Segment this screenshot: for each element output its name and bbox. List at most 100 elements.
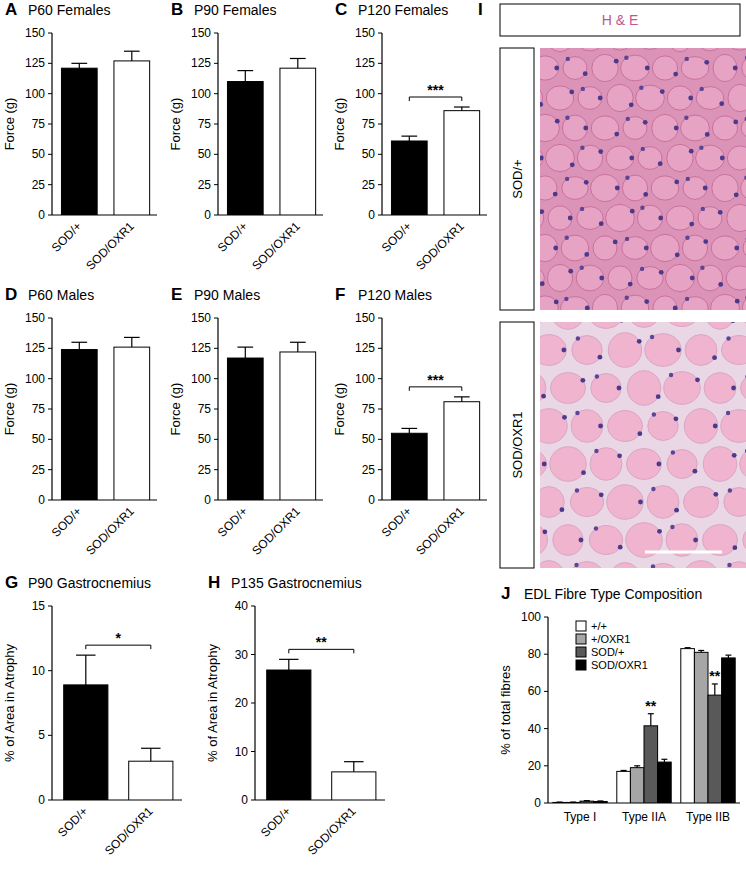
fibre (727, 146, 746, 170)
nucleus (659, 270, 664, 275)
nucleus (695, 377, 700, 382)
nucleus (575, 411, 579, 415)
chart-panel: GP90 Gastrocnemius% of Area in Atrophy05… (2, 573, 182, 858)
fibre (666, 264, 695, 291)
fibre (540, 524, 547, 557)
panel-label: D (5, 285, 17, 304)
nucleus (726, 411, 730, 415)
scale-bar (645, 551, 722, 554)
nucleus (674, 416, 679, 421)
y-tick-label: 125 (355, 341, 375, 355)
fibre (621, 295, 649, 310)
y-tick-label: 25 (198, 178, 212, 192)
error-cap (584, 800, 590, 801)
y-axis-label: Force (g) (2, 383, 17, 436)
y-tick (378, 154, 382, 155)
nucleus (599, 221, 604, 226)
fibre (667, 450, 697, 479)
legend-swatch (576, 660, 586, 670)
error-bar (714, 684, 715, 695)
fibre (646, 564, 679, 568)
y-tick (378, 500, 382, 501)
y-tick (48, 670, 52, 671)
fibre (628, 322, 660, 327)
nucleus (669, 373, 673, 377)
fibre (712, 116, 737, 140)
y-tick-label: 80 (528, 647, 542, 661)
y-tick-label: 20 (235, 696, 249, 710)
y-tick (48, 215, 52, 216)
fibre (705, 322, 735, 329)
nucleus (703, 239, 708, 244)
nucleus (598, 149, 603, 154)
fibre (742, 295, 746, 310)
nucleus (575, 488, 579, 492)
significance-label: *** (427, 372, 444, 388)
x-tick-label: SOD/+ (379, 219, 415, 255)
nucleus (735, 299, 740, 304)
bar (114, 61, 150, 215)
nucleus (562, 415, 567, 420)
fibre (683, 177, 707, 200)
fibre (540, 147, 543, 170)
y-tick (48, 469, 52, 470)
y-tick (378, 469, 382, 470)
bar (280, 68, 316, 215)
y-axis-label: % of total fibres (498, 665, 513, 755)
bar (391, 141, 427, 215)
bar (267, 670, 311, 800)
nucleus (594, 526, 598, 530)
fibre (621, 55, 650, 81)
y-tick-label: 125 (355, 56, 375, 70)
y-tick-label: 75 (32, 117, 46, 131)
row-label-box (500, 322, 534, 568)
y-tick-label: 50 (362, 432, 376, 446)
marks (227, 58, 315, 215)
nucleus (651, 487, 655, 491)
fibre (546, 86, 574, 110)
y-tick-label: 0 (38, 493, 45, 507)
nucleus (641, 147, 645, 151)
x-tick-label: SOD/OXR1 (102, 804, 156, 858)
fibre (722, 336, 746, 365)
fibre (561, 297, 590, 310)
x-tick-label: SOD/OXR1 (249, 219, 303, 273)
fibre (651, 176, 679, 200)
y-tick (544, 765, 548, 766)
error-bar (150, 748, 151, 761)
chart-panel: BP90 FemalesForce (g)0255075100125150SOD… (168, 0, 323, 273)
tissue-background (540, 48, 746, 310)
fibre (540, 234, 558, 261)
fibre (645, 334, 681, 367)
error-cap (698, 650, 704, 651)
fibre (653, 296, 677, 310)
error-cap (290, 342, 306, 343)
chart-title: P120 Males (358, 287, 432, 303)
fibre (682, 297, 708, 310)
nucleus (583, 71, 588, 76)
fibre (607, 84, 633, 111)
y-tick (48, 318, 52, 319)
fibre (743, 237, 746, 260)
y-tick-label: 50 (198, 432, 212, 446)
error-cap (570, 801, 576, 802)
chart-title: P135 Gastrocnemius (231, 575, 362, 591)
y-tick (378, 184, 382, 185)
y-tick (251, 703, 255, 704)
fibre (610, 563, 640, 568)
nucleus (644, 299, 649, 304)
significance-label: *** (427, 82, 444, 98)
nucleus (566, 57, 570, 61)
bar (227, 358, 263, 500)
row-label: SOD/+ (510, 159, 525, 198)
panel-label: B (171, 0, 183, 19)
y-tick-label: 0 (204, 208, 211, 222)
y-tick (214, 318, 218, 319)
y-tick (48, 500, 52, 501)
nucleus (731, 386, 736, 391)
nucleus (726, 336, 730, 340)
y-tick (48, 735, 52, 736)
y-tick (48, 63, 52, 64)
y-tick-label: 125 (191, 56, 211, 70)
nucleus (542, 529, 547, 534)
